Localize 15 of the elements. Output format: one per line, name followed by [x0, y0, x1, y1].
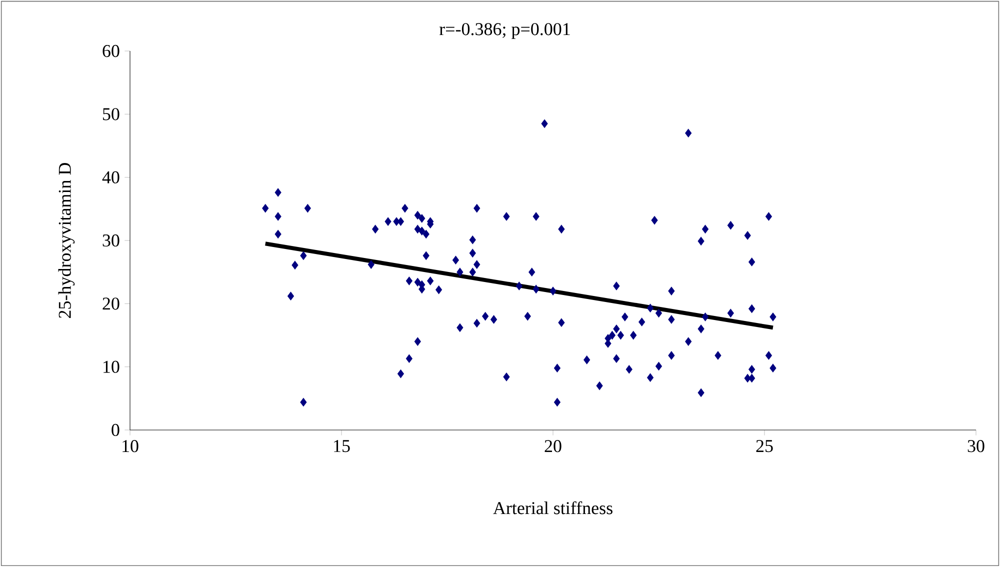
y-tick-label: 50 — [103, 108, 120, 120]
chart-title: r=-0.386; p=0.001 — [439, 23, 570, 39]
x-tick-label: 25 — [756, 440, 773, 452]
x-tick-label: 10 — [122, 440, 138, 452]
y-tick-label: 10 — [104, 360, 120, 373]
y-tick-label: 30 — [102, 234, 120, 247]
x-axis-title: Arterial stiffness — [493, 501, 612, 514]
x-tick-label: 20 — [544, 440, 562, 452]
y-tick-label: 40 — [102, 171, 120, 184]
y-tick-label: 0 — [112, 424, 120, 436]
x-tick-label: 15 — [334, 440, 350, 452]
y-tick-label: 20 — [102, 298, 120, 310]
y-tick-label: 60 — [102, 44, 120, 58]
y-axis-title: 25-hydroxyvitamin D — [58, 162, 75, 318]
x-tick-label: 30 — [968, 440, 984, 452]
